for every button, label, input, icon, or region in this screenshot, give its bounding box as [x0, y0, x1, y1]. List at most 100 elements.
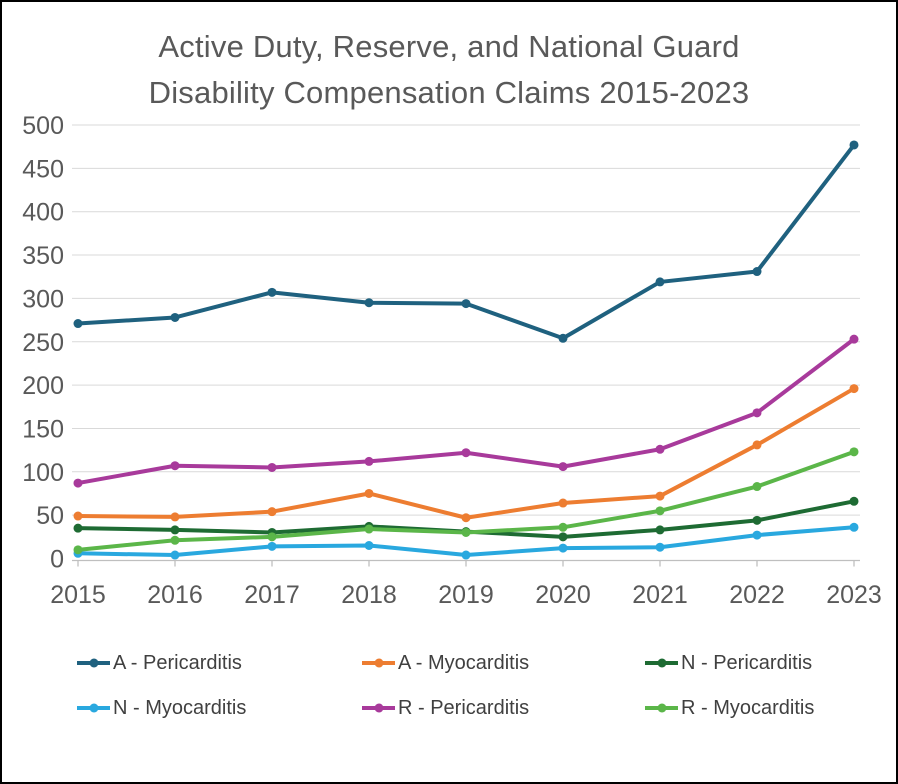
- x-axis-labels: 2015 2016 2017 2018 2019 2020 2021 2022 2023: [50, 581, 882, 609]
- y-tick-label: 50: [36, 502, 64, 530]
- x-tick-label: 2018: [341, 581, 397, 609]
- legend-item-r-pericarditis: R - Pericarditis: [362, 697, 529, 719]
- series-n-myocarditis: [73, 522, 859, 560]
- dot-marker-icon: [657, 703, 666, 713]
- data-point: [752, 482, 762, 492]
- y-tick-label: 250: [22, 329, 64, 357]
- series-a-pericarditis: [73, 140, 859, 343]
- data-point: [170, 550, 180, 560]
- data-point: [558, 333, 568, 343]
- data-point: [655, 542, 665, 552]
- line-marker-icon: [77, 658, 110, 668]
- data-point: [73, 319, 83, 329]
- data-point: [655, 525, 665, 535]
- line-marker-icon: [645, 703, 678, 713]
- data-point: [170, 312, 180, 322]
- data-point: [752, 440, 762, 450]
- x-tick-label: 2021: [632, 581, 688, 609]
- y-tick-label: 200: [22, 372, 64, 400]
- data-point: [558, 498, 568, 508]
- y-axis-labels: 0 50 100 150 200 250 300 350 400 450 500: [22, 112, 64, 574]
- legend-item-n-pericarditis: N - Pericarditis: [645, 652, 812, 674]
- data-point: [849, 384, 859, 394]
- data-point: [558, 522, 568, 532]
- data-point: [655, 506, 665, 516]
- data-point: [73, 511, 83, 521]
- dot-marker-icon: [89, 658, 98, 668]
- y-tick-label: 400: [22, 199, 64, 227]
- y-tick-label: 150: [22, 415, 64, 443]
- chart-title: Active Duty, Reserve, and National Guard…: [2, 24, 896, 116]
- data-point: [170, 525, 180, 535]
- data-point: [558, 543, 568, 553]
- data-point: [364, 298, 374, 308]
- x-tick-label: 2020: [535, 581, 591, 609]
- dot-marker-icon: [374, 658, 383, 668]
- line-marker-icon: [645, 658, 678, 668]
- data-point: [461, 448, 471, 458]
- data-point: [849, 334, 859, 344]
- x-tick-label: 2019: [438, 581, 494, 609]
- legend-item-a-myocarditis: A - Myocarditis: [362, 652, 529, 674]
- dot-marker-icon: [89, 703, 98, 713]
- data-point: [170, 512, 180, 522]
- data-point: [558, 462, 568, 472]
- line-marker-icon: [362, 658, 395, 668]
- data-point: [752, 530, 762, 540]
- data-point: [849, 522, 859, 532]
- data-point: [849, 447, 859, 457]
- y-tick-label: 450: [22, 155, 64, 183]
- data-point: [267, 462, 277, 472]
- chart-title-line1: Active Duty, Reserve, and National Guard: [158, 29, 740, 64]
- data-point: [170, 461, 180, 471]
- data-point: [267, 541, 277, 551]
- data-point: [73, 545, 83, 555]
- gridlines: [72, 124, 860, 516]
- data-point: [364, 488, 374, 498]
- data-point: [655, 444, 665, 454]
- data-point: [461, 550, 471, 560]
- chart-title-line2: Disability Compensation Claims 2015-2023: [148, 75, 750, 110]
- series-r-pericarditis: [73, 334, 859, 488]
- data-point: [849, 496, 859, 506]
- data-point: [655, 491, 665, 501]
- legend-label: N - Myocarditis: [113, 696, 247, 719]
- y-tick-label: 350: [22, 242, 64, 270]
- data-point: [461, 513, 471, 523]
- line-marker-icon: [362, 703, 395, 713]
- data-point: [364, 524, 374, 534]
- y-tick-label: 500: [22, 112, 64, 140]
- x-tick-label: 2017: [244, 581, 300, 609]
- data-point: [73, 478, 83, 488]
- x-axis: [72, 559, 860, 567]
- y-tick-label: 0: [50, 546, 64, 574]
- data-point: [267, 507, 277, 517]
- line-marker-icon: [77, 703, 110, 713]
- x-tick-label: 2022: [729, 581, 785, 609]
- data-point: [364, 456, 374, 466]
- data-point: [73, 523, 83, 533]
- legend-item-n-myocarditis: N - Myocarditis: [77, 697, 246, 719]
- data-point: [364, 540, 374, 550]
- legend-item-a-pericarditis: A - Pericarditis: [77, 652, 242, 674]
- data-point: [558, 532, 568, 542]
- legend-item-r-myocarditis: R - Myocarditis: [645, 697, 814, 719]
- series-r-myocarditis: [73, 447, 859, 555]
- legend-label: N - Pericarditis: [681, 651, 813, 674]
- series-a-myocarditis: [73, 384, 859, 523]
- legend-label: R - Myocarditis: [681, 696, 815, 719]
- dot-marker-icon: [657, 658, 666, 668]
- x-tick-label: 2023: [826, 581, 882, 609]
- data-point: [752, 515, 762, 525]
- data-point: [655, 277, 665, 287]
- x-tick-label: 2015: [50, 581, 106, 609]
- data-point: [849, 140, 859, 150]
- data-point: [752, 408, 762, 418]
- data-point: [752, 267, 762, 277]
- legend-label: A - Pericarditis: [113, 651, 242, 674]
- legend-label: A - Myocarditis: [398, 651, 530, 674]
- data-point: [267, 532, 277, 542]
- y-tick-label: 100: [22, 459, 64, 487]
